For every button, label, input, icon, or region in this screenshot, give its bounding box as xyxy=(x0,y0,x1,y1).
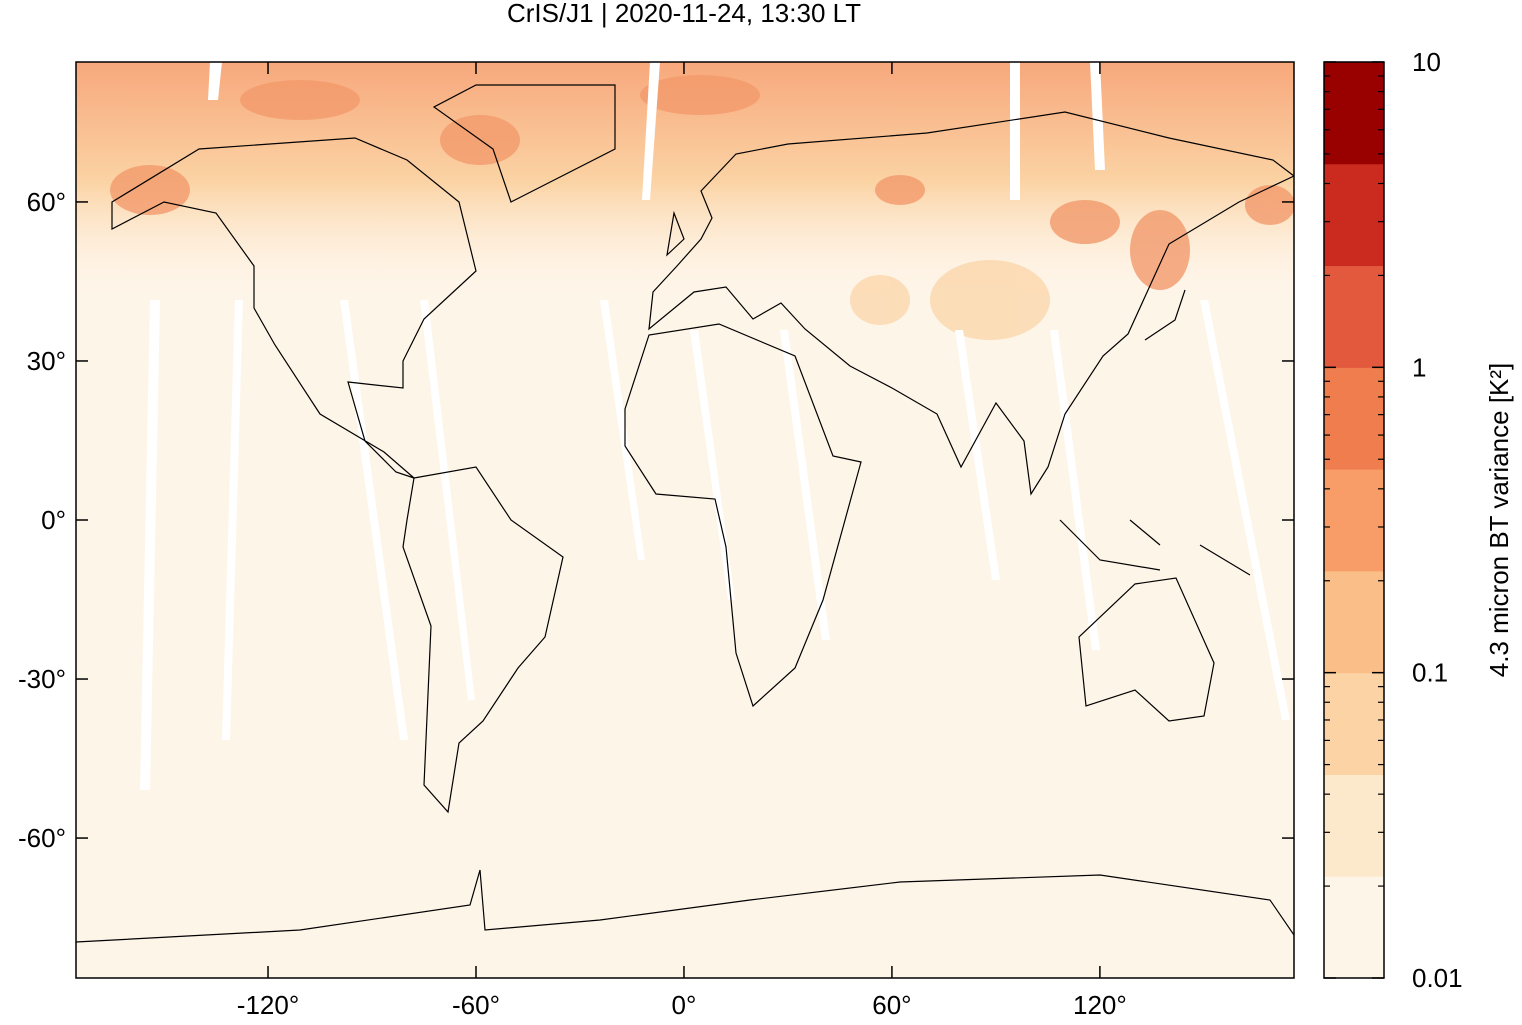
colorbar-band xyxy=(1324,774,1384,877)
y-tick-label: 0° xyxy=(41,505,66,535)
colorbar-band xyxy=(1324,672,1384,775)
x-tick-label: 0° xyxy=(672,990,697,1020)
orbit-gaps xyxy=(140,62,1290,790)
colorbar: 0.01 0.1 1 10 xyxy=(1323,47,1463,993)
colorbar-band xyxy=(1324,469,1384,572)
colorbar-band xyxy=(1324,570,1384,674)
colorbar-band xyxy=(1324,62,1384,165)
y-tick-label: -60° xyxy=(18,823,66,853)
x-tick-label: 120° xyxy=(1073,990,1127,1020)
colorbar-band xyxy=(1324,876,1384,979)
field-patches xyxy=(110,75,1294,290)
y-tick-label: 60° xyxy=(27,187,66,217)
variance-field xyxy=(76,62,1294,978)
colorbar-frame xyxy=(1323,61,1385,979)
y-tick-label: -30° xyxy=(18,664,66,694)
colorbar-tick-label: 0.1 xyxy=(1412,658,1448,688)
colorbar-tick-label: 1 xyxy=(1412,352,1426,382)
x-tick-label: -120° xyxy=(237,990,299,1020)
colorbar-label: 4.3 micron BT variance [K²] xyxy=(1484,363,1514,678)
field-patches-light xyxy=(850,260,1050,340)
x-tick-label: -60° xyxy=(452,990,500,1020)
coastlines xyxy=(76,84,1294,943)
axes: -120° -60° 0° 60° 120° -60° -30° 0° 30° 60° xyxy=(18,62,1294,1020)
chart-title: CrIS/J1 | 2020-11-24, 13:30 LT xyxy=(507,0,861,28)
colorbar-band xyxy=(1324,163,1384,267)
colorbar-tick-label: 10 xyxy=(1412,47,1441,77)
colorbar-band xyxy=(1324,367,1384,470)
x-tick-label: 60° xyxy=(872,990,911,1020)
colorbar-tick-label: 0.01 xyxy=(1412,963,1463,993)
y-tick-label: 30° xyxy=(27,346,66,376)
colorbar-band xyxy=(1324,265,1384,368)
